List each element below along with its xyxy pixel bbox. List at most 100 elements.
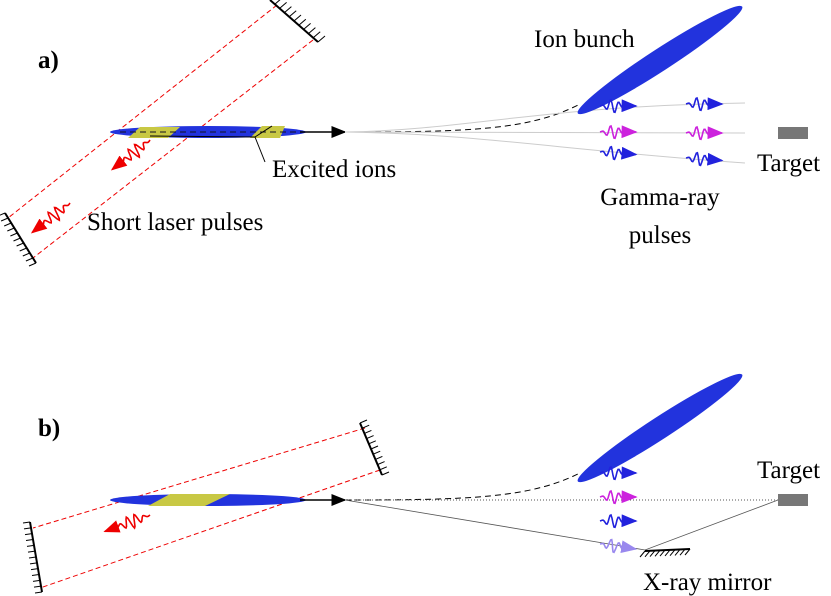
hatch	[377, 461, 385, 466]
pulse	[599, 538, 638, 554]
hatch	[26, 544, 35, 547]
hatch	[23, 527, 32, 530]
hatch	[679, 548, 686, 556]
hatch	[25, 539, 34, 541]
hatch	[30, 568, 39, 571]
hatch	[288, 10, 297, 18]
target	[778, 127, 808, 139]
hatch	[370, 445, 379, 450]
hatch	[33, 585, 42, 588]
hatch	[22, 252, 30, 257]
pulse	[599, 145, 638, 161]
laser-line	[39, 469, 381, 589]
hatch	[308, 27, 316, 34]
hatch	[366, 435, 374, 440]
hatch	[298, 18, 307, 26]
trajectory	[344, 472, 581, 501]
hatch	[0, 217, 9, 222]
hatch	[368, 440, 376, 445]
hatch	[659, 549, 666, 557]
hatch	[381, 471, 390, 476]
hatch	[13, 237, 21, 242]
label: Ion bunch	[534, 26, 635, 53]
pulse	[599, 465, 638, 481]
hatch	[22, 521, 31, 524]
hatch	[32, 579, 41, 582]
hatch	[4, 222, 12, 227]
hatch	[362, 424, 370, 429]
hatch	[664, 549, 671, 557]
hatch	[25, 257, 34, 262]
label: Excited ions	[272, 156, 396, 183]
hatch	[379, 466, 387, 471]
hatch	[274, 0, 281, 5]
hatch	[0, 212, 6, 216]
hatch	[649, 550, 656, 557]
pulse	[30, 202, 71, 234]
laser-line	[32, 427, 366, 529]
hatch	[10, 232, 18, 237]
hatch	[375, 455, 383, 460]
label: Target	[757, 457, 820, 484]
label: X-ray mirror	[643, 569, 772, 596]
panel-a: a) Ion bunch Excited ions Short laser pu…	[4, 0, 820, 264]
pulse	[599, 513, 638, 529]
hatch	[639, 550, 646, 558]
pulse	[685, 96, 724, 112]
pulse	[685, 151, 724, 167]
laser-line	[7, 4, 278, 219]
hatch	[279, 2, 287, 9]
laser-line	[32, 39, 314, 259]
hatch	[7, 227, 15, 232]
hatch	[27, 550, 36, 553]
hatch	[29, 562, 38, 565]
xray-mirror	[644, 548, 691, 552]
pointer	[254, 125, 273, 138]
label: pulses	[629, 222, 692, 249]
ion-bunch	[577, 373, 743, 483]
hatch	[34, 591, 43, 594]
target	[778, 494, 808, 506]
hatch	[317, 35, 326, 43]
label: Gamma-ray	[600, 184, 720, 211]
pulse	[103, 513, 151, 533]
panel-label: a)	[38, 47, 59, 74]
hatch	[16, 242, 24, 247]
path	[344, 499, 779, 551]
hatch	[364, 429, 372, 434]
label: Short laser pulses	[87, 209, 263, 236]
hatch	[644, 550, 651, 558]
hatch	[674, 549, 681, 556]
pointer	[254, 136, 266, 163]
panel-b: b) Target X-ray mirror	[29, 373, 820, 596]
pulse	[110, 139, 151, 171]
pulse	[685, 125, 724, 141]
hatch	[312, 31, 321, 39]
hatches	[0, 0, 691, 594]
pulses	[30, 96, 724, 554]
hatch	[19, 247, 27, 252]
hatch	[373, 450, 381, 455]
path	[344, 102, 746, 164]
trajectory	[344, 103, 581, 133]
pulse	[599, 489, 638, 505]
ion-bunch	[577, 5, 743, 115]
pulse	[599, 124, 638, 140]
hatch	[654, 550, 661, 557]
panel-label: b)	[38, 415, 60, 442]
hatch	[303, 23, 311, 30]
hatch	[359, 419, 368, 424]
hatch	[684, 548, 691, 556]
hatch	[669, 549, 676, 556]
hatch	[28, 262, 37, 267]
label: Target	[757, 150, 820, 177]
excited-ions	[148, 494, 230, 506]
hatch	[293, 14, 302, 22]
pulse	[599, 98, 638, 114]
hatch	[31, 574, 40, 576]
hatch	[28, 556, 37, 559]
hatch	[284, 6, 292, 13]
pointer	[149, 135, 256, 138]
